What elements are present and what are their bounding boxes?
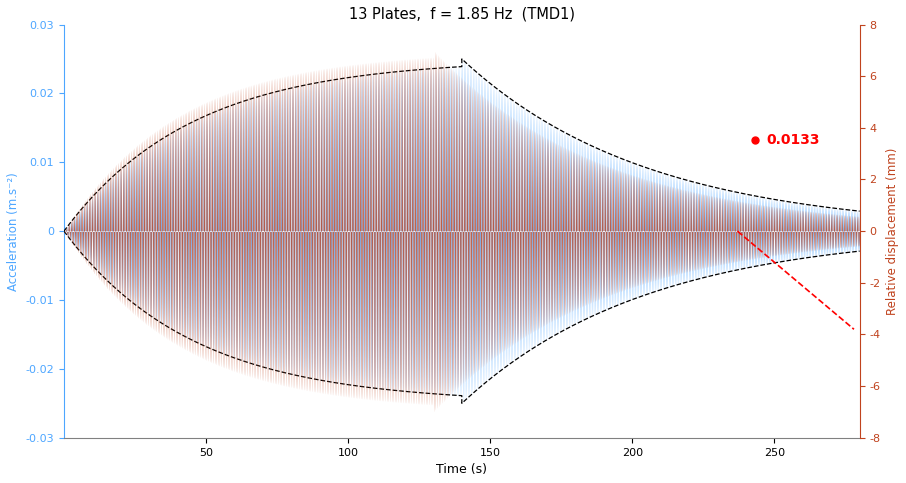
Text: 0.0133: 0.0133 (766, 132, 819, 146)
Title: 13 Plates,  f = 1.85 Hz  (TMD1): 13 Plates, f = 1.85 Hz (TMD1) (349, 7, 574, 22)
X-axis label: Time (s): Time (s) (437, 463, 487, 476)
Y-axis label: Acceleration (m.s⁻²): Acceleration (m.s⁻²) (7, 172, 20, 290)
Y-axis label: Relative displacement (mm): Relative displacement (mm) (886, 147, 899, 315)
